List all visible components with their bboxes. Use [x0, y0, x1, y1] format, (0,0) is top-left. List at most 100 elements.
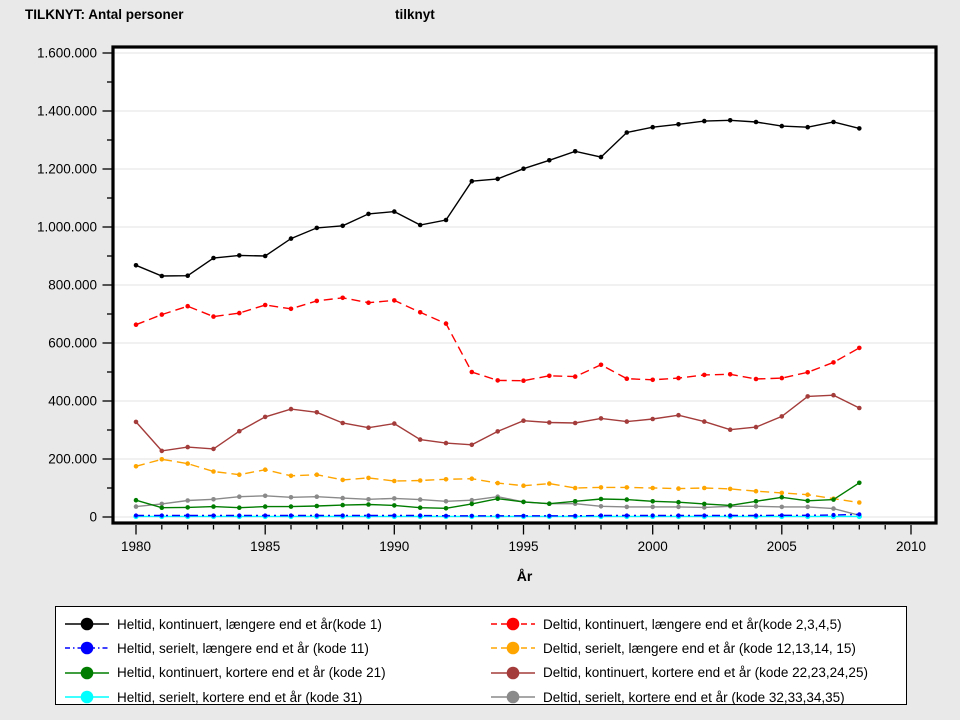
data-point	[469, 513, 474, 518]
data-point	[805, 498, 810, 504]
data-point	[159, 273, 165, 279]
y-axis-ticks	[102, 52, 112, 518]
data-point	[572, 499, 578, 504]
data-point	[133, 513, 139, 518]
series-kode21	[133, 480, 862, 511]
data-point	[779, 495, 785, 500]
data-point	[185, 461, 190, 466]
data-point	[443, 513, 449, 518]
data-point	[443, 321, 449, 326]
data-point	[495, 378, 501, 383]
data-point	[547, 158, 552, 163]
legend-item-kode21: Heltid, kontinuert, kortere end et år (k…	[64, 662, 386, 684]
legend-marker-kode22-icon	[491, 666, 535, 680]
data-point	[211, 513, 216, 518]
data-point	[340, 477, 346, 483]
title-bar: TILKNYT: Antal personer tilknyt	[0, 0, 960, 30]
data-point	[262, 467, 268, 473]
data-point	[547, 373, 552, 379]
legend-marker-kode11-icon	[65, 642, 109, 655]
data-point	[495, 176, 501, 182]
data-point	[702, 505, 707, 510]
data-point	[676, 513, 681, 518]
data-point	[547, 501, 552, 507]
legend-label-kode1: Heltid, kontinuert, længere end et år(ko…	[117, 616, 382, 632]
data-point	[262, 302, 268, 308]
data-point	[805, 394, 810, 399]
legend-item-kode12: Deltid, serielt, længere end et år (kode…	[490, 637, 856, 659]
data-point	[753, 488, 759, 494]
data-point	[417, 497, 423, 502]
data-point	[831, 360, 836, 365]
data-point	[753, 513, 759, 518]
data-point	[185, 498, 190, 503]
data-point	[262, 253, 268, 259]
data-point	[521, 499, 526, 505]
legend-label-kode11: Heltid, serielt, længere end et år (kode…	[117, 640, 369, 656]
data-point	[702, 419, 707, 424]
svg-text:1995: 1995	[508, 539, 538, 554]
data-point	[521, 418, 526, 424]
data-point	[521, 166, 526, 171]
svg-text:2000: 2000	[638, 539, 668, 554]
data-point	[159, 505, 165, 511]
data-point	[727, 118, 733, 123]
data-point	[133, 419, 139, 425]
svg-text:0: 0	[89, 510, 97, 525]
data-point	[314, 410, 320, 415]
data-point	[392, 503, 397, 508]
x-axis-labels: 1980 1985 1990 1995 2000 2005 2010 År	[121, 539, 926, 584]
data-point	[624, 504, 630, 510]
svg-text:1.600.000: 1.600.000	[37, 46, 97, 61]
data-point	[650, 504, 655, 510]
data-point	[443, 217, 449, 223]
data-point	[469, 369, 475, 375]
data-point	[598, 504, 604, 509]
data-point	[702, 485, 707, 491]
data-point	[779, 375, 785, 381]
data-point	[262, 504, 268, 509]
data-point	[624, 485, 630, 490]
data-point	[340, 223, 346, 229]
svg-text:600.000: 600.000	[48, 336, 97, 351]
data-point	[288, 306, 294, 312]
data-point	[211, 469, 216, 474]
data-point	[133, 497, 139, 503]
data-point	[650, 513, 655, 518]
data-point	[753, 119, 759, 125]
data-point	[469, 178, 475, 184]
data-point	[521, 483, 526, 489]
data-point	[159, 448, 165, 454]
data-point	[417, 222, 423, 228]
data-point	[340, 495, 346, 501]
x-axis-title: År	[517, 568, 533, 584]
plot-frame	[111, 45, 938, 525]
data-point	[598, 485, 604, 490]
data-point	[469, 497, 475, 503]
legend-item-kode22: Deltid, kontinuert, kortere end et år (k…	[490, 662, 868, 684]
data-point	[418, 513, 423, 518]
data-point	[572, 149, 578, 154]
data-point	[857, 345, 862, 351]
data-point	[521, 378, 526, 384]
data-point	[237, 428, 242, 434]
data-point	[366, 475, 371, 481]
data-point	[727, 372, 733, 377]
data-point	[288, 473, 294, 479]
line-chart: 0 200.000 400.000 600.000 800.000 1.000.000 1.…	[37, 45, 938, 584]
data-point	[340, 295, 346, 301]
data-point	[237, 494, 242, 500]
data-point	[366, 502, 371, 507]
data-point	[469, 501, 475, 507]
data-point	[547, 481, 552, 486]
data-point	[237, 472, 242, 478]
chart-title: TILKNYT: Antal personer	[25, 7, 184, 22]
data-point	[262, 414, 268, 420]
data-point	[779, 414, 785, 419]
data-point	[779, 490, 785, 496]
svg-text:1.000.000: 1.000.000	[37, 220, 97, 235]
data-point	[624, 513, 629, 518]
legend-label-kode22: Deltid, kontinuert, kortere end et år (k…	[543, 665, 868, 681]
data-point	[598, 154, 604, 160]
